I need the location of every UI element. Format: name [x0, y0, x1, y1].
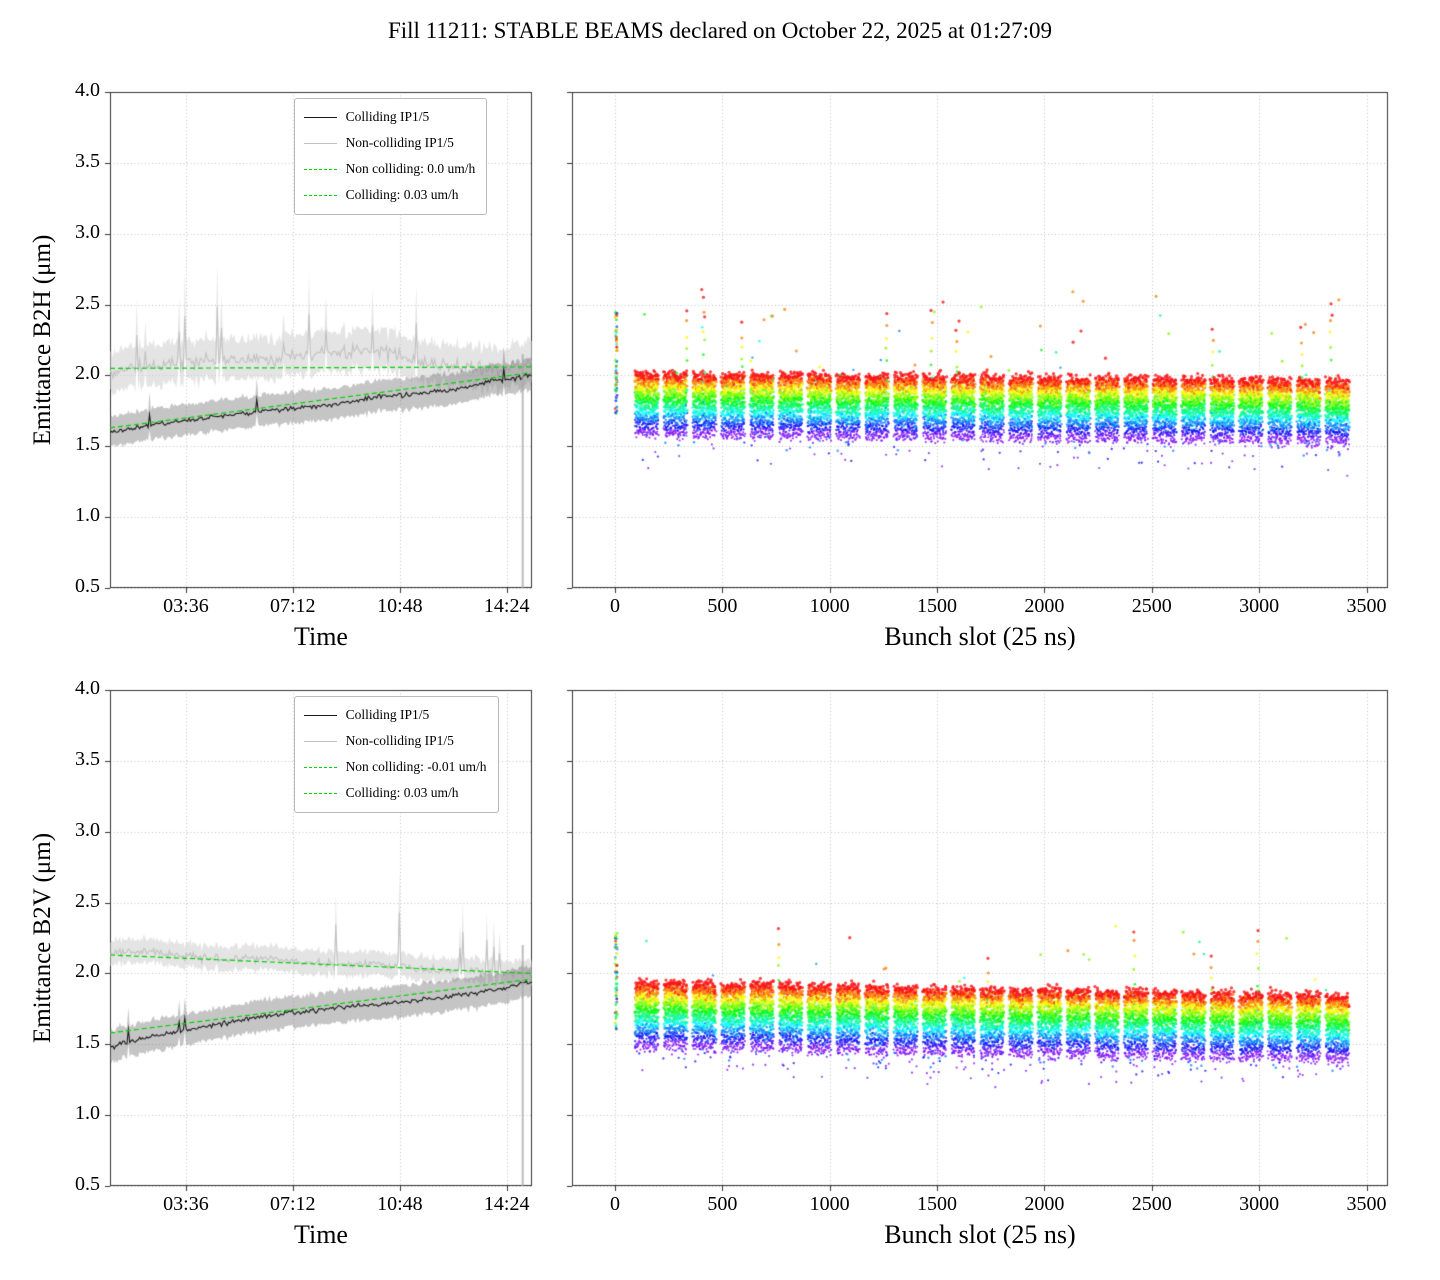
x-tick-label: 1000	[809, 1193, 850, 1215]
x-tick-label: 0	[609, 595, 620, 617]
legend-line-sample	[303, 142, 337, 144]
x-tick-label: 14:24	[483, 595, 530, 617]
legend-entry: Colliding IP1/5	[303, 104, 476, 130]
legend-entry-label: Colliding: 0.03 um/h	[345, 187, 459, 202]
legend-entry: Non colliding: 0.0 um/h	[303, 156, 476, 182]
y-tick-label: 1.0	[75, 504, 100, 527]
y-tick-label: 3.5	[75, 149, 100, 172]
x-tick-label: 10:48	[377, 595, 423, 617]
b2h-bunch-canvas	[560, 80, 1400, 600]
legend-line-sample	[303, 194, 337, 196]
y-tick-label: 1.5	[75, 433, 100, 456]
y-tick-label: 1.5	[75, 1031, 100, 1054]
legend-line-sample	[303, 740, 337, 742]
legend-entry-label: Non-colliding IP1/5	[345, 733, 454, 748]
legend-entry-label: Non-colliding IP1/5	[345, 135, 454, 150]
x-tick-label: 14:24	[483, 1193, 530, 1215]
legend: Colliding IP1/5 Non-colliding IP1/5 Non co…	[293, 98, 488, 215]
x-tick-label: 0	[609, 1193, 620, 1215]
y-tick-label: 2.5	[75, 889, 100, 912]
x-tick-label: 1500	[917, 1193, 958, 1215]
y-tick-label: 3.0	[75, 818, 100, 841]
b2v-bunch-canvas	[560, 678, 1400, 1198]
y-tick-label: 0.5	[75, 1173, 100, 1195]
legend: Colliding IP1/5 Non-colliding IP1/5 Non co…	[293, 696, 499, 813]
y-axis-label: Emittance B2H (μm)	[29, 234, 56, 446]
subplot-b2v-time: 0.5 1.0 1.5 2.0 2.5 3.0 3.5 4.0 03:36 07:12 10:48 1…	[29, 677, 544, 1249]
y-tick-label: 3.5	[75, 747, 100, 770]
figure-title: Fill 11211: STABLE BEAMS declared on Oct…	[387, 18, 1053, 43]
y-tick-label: 1.0	[75, 1102, 100, 1125]
y-tick-label: 2.5	[75, 291, 100, 314]
legend-entry-label: Colliding: 0.03 um/h	[345, 785, 459, 800]
x-tick-label: 1500	[917, 595, 958, 617]
legend-line-sample	[303, 714, 337, 716]
x-tick-label: 3000	[1239, 1193, 1280, 1215]
subplot-b2h-bunch: 0 500 1000 1500 2000 2500 3000 3500 Bunch slot (…	[560, 80, 1400, 651]
x-tick-label: 07:12	[269, 595, 316, 617]
x-tick-label: 07:12	[269, 1193, 316, 1215]
subplot-b2v-bunch: 0 500 1000 1500 2000 2500 3000 3500 Bunch slot (…	[560, 678, 1400, 1249]
x-tick-label: 3500	[1346, 595, 1387, 617]
legend-line-sample	[303, 766, 337, 768]
x-tick-label: 500	[707, 1193, 738, 1215]
y-tick-label: 0.5	[75, 575, 100, 597]
y-tick-label: 2.0	[75, 362, 100, 385]
legend-entry: Colliding: 0.03 um/h	[303, 780, 487, 806]
y-tick-label: 3.0	[75, 220, 100, 243]
x-axis-label: Time	[294, 1220, 348, 1249]
legend-entry: Colliding: 0.03 um/h	[303, 182, 476, 208]
legend-entry-label: Non colliding: -0.01 um/h	[345, 759, 487, 774]
x-tick-label: 2500	[1131, 595, 1172, 617]
legend-entry: Non colliding: -0.01 um/h	[303, 754, 487, 780]
legend-entry-label: Non colliding: 0.0 um/h	[345, 161, 476, 176]
y-tick-label: 4.0	[75, 79, 100, 101]
y-axis-label: Emittance B2V (μm)	[29, 832, 56, 1044]
x-axis-label: Time	[294, 622, 348, 651]
x-tick-label: 10:48	[377, 1193, 423, 1215]
x-tick-label: 2000	[1024, 595, 1065, 617]
x-tick-label: 2000	[1024, 1193, 1065, 1215]
legend-entry: Non-colliding IP1/5	[303, 728, 487, 754]
legend-entry: Colliding IP1/5	[303, 702, 487, 728]
legend-line-sample	[303, 116, 337, 118]
x-tick-label: 03:36	[163, 595, 209, 617]
subplot-b2h-time: 0.5 1.0 1.5 2.0 2.5 3.0 3.5 4.0 03:36 07:12 10:48 1…	[29, 79, 544, 651]
x-tick-label: 3500	[1346, 1193, 1387, 1215]
x-axis-label: Bunch slot (25 ns)	[884, 1220, 1076, 1249]
x-tick-label: 03:36	[163, 1193, 209, 1215]
legend-entry: Non-colliding IP1/5	[303, 130, 476, 156]
y-tick-label: 2.0	[75, 960, 100, 983]
x-tick-label: 2500	[1131, 1193, 1172, 1215]
x-tick-label: 500	[707, 595, 738, 617]
x-tick-label: 1000	[809, 595, 850, 617]
legend-entry-label: Colliding IP1/5	[345, 109, 430, 124]
legend-line-sample	[303, 792, 337, 794]
legend-entry-label: Colliding IP1/5	[345, 707, 430, 722]
x-axis-label: Bunch slot (25 ns)	[884, 622, 1076, 651]
legend-line-sample	[303, 168, 337, 170]
x-tick-label: 3000	[1239, 595, 1280, 617]
y-tick-label: 4.0	[75, 677, 100, 699]
